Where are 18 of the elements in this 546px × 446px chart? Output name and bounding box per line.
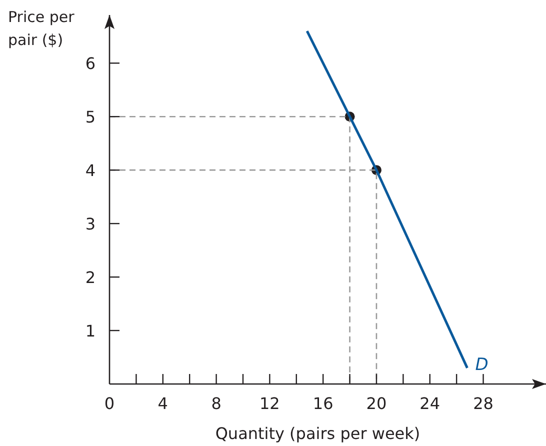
x-tick-label: 24 (420, 394, 440, 413)
y-tick-label: 3 (85, 214, 96, 234)
y-tick-label: 4 (85, 161, 96, 180)
x-tick-label: 0 (104, 394, 115, 413)
x-tick-label: 12 (260, 394, 280, 413)
x-tick-label: 20 (366, 394, 387, 413)
y-axis-title: Price per pair ($) (8, 8, 76, 49)
x-tick-label: 16 (312, 394, 334, 413)
y-tick-label: 1 (85, 322, 96, 341)
x-tick-label: 4 (158, 394, 168, 413)
y-tick-label: 2 (85, 268, 96, 288)
x-axis-title: Quantity (pairs per week) (215, 424, 420, 443)
x-tick-label: 8 (211, 394, 222, 413)
x-tick-label: 28 (473, 394, 494, 413)
annotation: D (475, 354, 488, 375)
line-series (306, 30, 468, 370)
y-tick-label: 6 (85, 54, 96, 74)
y-tick-label: 5 (85, 108, 96, 127)
